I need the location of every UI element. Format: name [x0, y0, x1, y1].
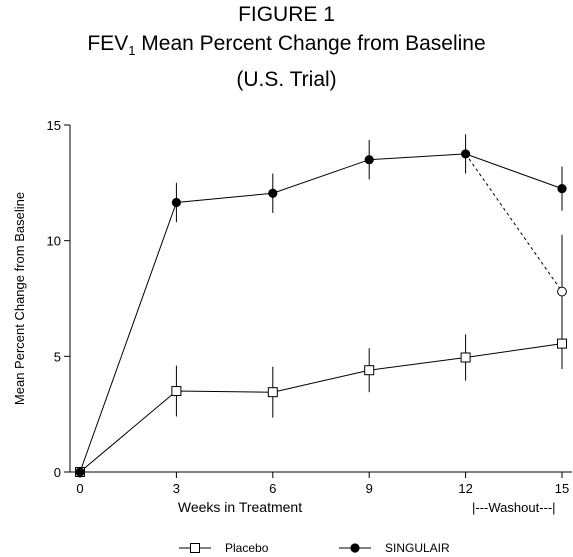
- singulair-marker: [461, 149, 471, 159]
- placebo-marker: [171, 386, 182, 397]
- x-tick-label: 3: [173, 481, 180, 496]
- y-tick-label: 0: [54, 465, 61, 480]
- title-fev: FEV: [87, 32, 129, 55]
- legend-circle-marker: [350, 543, 360, 553]
- series-placebo: [75, 318, 567, 477]
- chart-title: FIGURE 1 FEV1 Mean Percent Change from B…: [0, 0, 573, 94]
- series-line: [79, 153, 563, 473]
- washout-marker: [557, 286, 567, 297]
- title-fev-subscript: 1: [128, 43, 136, 59]
- x-tick-label: 15: [555, 481, 569, 496]
- title-line-1: FIGURE 1: [238, 3, 335, 26]
- title-line-2: FEV1 Mean Percent Change from Baseline: [0, 29, 573, 65]
- singulair-marker: [268, 188, 278, 198]
- axis-ticks: 0 5 10 15 0 3 6 9 12 15: [47, 118, 570, 496]
- singulair-marker: [364, 155, 374, 165]
- title-line-3: (U.S. Trial): [236, 68, 337, 92]
- legend-label: SINGULAIR: [385, 541, 450, 555]
- series-line: [465, 153, 563, 292]
- series-line: [79, 343, 563, 473]
- x-tick-label: 12: [458, 481, 472, 496]
- singulair-marker: [75, 467, 85, 477]
- placebo-marker: [267, 387, 278, 398]
- legend-item: Placebo: [179, 541, 269, 555]
- washout-label: |---Washout---|: [472, 500, 556, 515]
- y-tick-label: 5: [54, 349, 61, 364]
- y-tick-label: 10: [47, 234, 61, 249]
- x-tick-label: 9: [366, 481, 373, 496]
- singulair-marker: [557, 184, 567, 194]
- x-tick-label: 6: [269, 481, 276, 496]
- legend-item: SINGULAIR: [339, 541, 450, 555]
- y-tick-label: 15: [47, 118, 61, 133]
- legend: Placebo SINGULAIR: [179, 541, 450, 555]
- placebo-marker: [460, 352, 471, 363]
- series-singulair: [75, 134, 567, 477]
- x-tick-label: 0: [76, 481, 83, 496]
- series-layer: [75, 134, 567, 477]
- placebo-marker: [364, 365, 375, 376]
- legend-square-marker: [190, 543, 200, 553]
- placebo-marker: [557, 338, 567, 349]
- y-axis-label: Mean Percent Change from Baseline: [12, 192, 27, 405]
- legend-label: Placebo: [225, 541, 269, 555]
- singulair-marker: [171, 197, 181, 208]
- title-rest: Mean Percent Change from Baseline: [135, 32, 486, 55]
- series-washout: [465, 153, 567, 349]
- x-axis-label: Weeks in Treatment: [178, 499, 302, 515]
